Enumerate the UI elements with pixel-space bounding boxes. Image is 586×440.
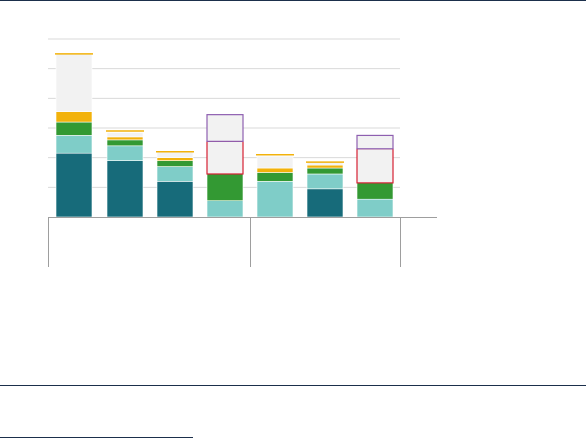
bar-5-segment-5 [256, 155, 294, 169]
bar-2-segment-3 [106, 139, 144, 147]
bar-5-segment-4 [256, 167, 294, 173]
bar-7-segment-2 [356, 198, 394, 218]
bar-2-segment-4 [106, 136, 144, 141]
bar-stack-3 [156, 150, 194, 218]
bar-3-segment-3 [156, 160, 194, 167]
top-rule [0, 0, 586, 1]
bar-stack-6 [306, 161, 344, 218]
bar-7-segment-3 [356, 182, 394, 200]
bar-4-segment-2 [206, 200, 244, 218]
bar-2-segment-2 [106, 145, 144, 161]
bar-4-segment-6 [206, 140, 244, 175]
bar-4-segment-3 [206, 173, 244, 201]
footnote-rule [0, 437, 193, 438]
stacked-bar-chart [48, 38, 437, 267]
bar-3-segment-4 [156, 157, 194, 161]
bar-1-segment-1 [55, 152, 93, 218]
bar-1-segment-2 [55, 135, 93, 154]
bar-7-segment-7 [356, 134, 394, 150]
bar-stack-5 [256, 153, 294, 218]
bar-2-segment-5 [106, 132, 144, 138]
x-axis [48, 217, 437, 267]
bar-stacks [55, 53, 394, 218]
bar-5-segment-2 [256, 181, 294, 218]
bar-5-segment-3 [256, 172, 294, 182]
bar-1-segment-5 [55, 53, 93, 112]
section-rule [0, 385, 586, 386]
bar-stack-2 [106, 130, 144, 218]
bar-6-segment-4 [306, 164, 344, 169]
bar-6-segment-1 [306, 188, 344, 218]
bar-3-segment-2 [156, 166, 194, 182]
bar-3-segment-1 [156, 181, 194, 218]
bar-stack-7 [356, 134, 394, 218]
bar-4-segment-7 [206, 114, 244, 142]
bar-6-segment-2 [306, 173, 344, 190]
bar-stack-4 [206, 114, 244, 218]
bar-6-segment-3 [306, 167, 344, 175]
bar-1-segment-3 [55, 121, 93, 136]
bar-3-segment-5 [156, 151, 194, 158]
bar-7-segment-6 [356, 148, 394, 184]
bar-2-segment-1 [106, 160, 144, 218]
bar-stack-1 [55, 53, 93, 218]
bar-1-segment-4 [55, 111, 93, 123]
